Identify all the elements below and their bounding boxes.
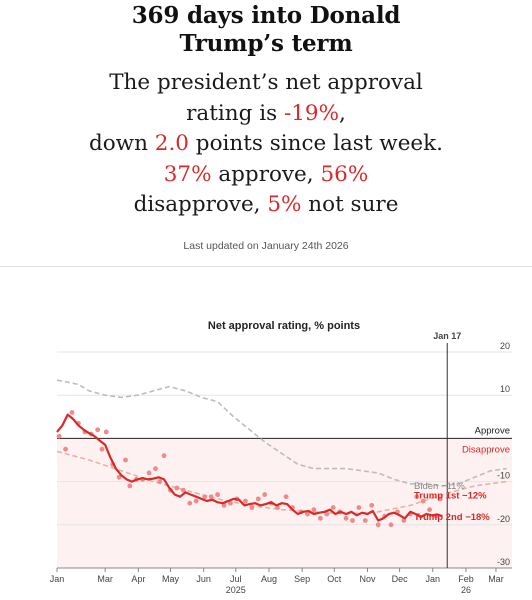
poll-point [161, 453, 167, 459]
x-tick-label: Jan [50, 574, 65, 584]
y-tick-label: 20 [500, 341, 510, 351]
summary-line-4: 37% approve, 56% [0, 160, 532, 191]
year-label: 26 [461, 585, 471, 595]
disapprove-value: 56% [320, 161, 369, 187]
poll-point [437, 496, 443, 502]
poll-point [153, 466, 158, 472]
approve-word: approve, [211, 161, 321, 187]
summary-line-3: down 2.0 points since last week. [0, 129, 532, 160]
summary-line-1: The president’s net approval [109, 70, 423, 95]
poll-point [157, 479, 163, 484]
poll-point [249, 505, 255, 510]
x-tick-label: Feb [458, 574, 474, 584]
poll-point [215, 492, 220, 497]
biden-series-line [56, 379, 507, 487]
poll-point [69, 410, 75, 415]
x-tick-label: Mar [488, 574, 504, 584]
poll-point [369, 502, 375, 508]
x-tick-label: Jun [196, 574, 211, 584]
summary-rating-text: rating is [186, 100, 284, 126]
x-tick-label: Jan [426, 574, 441, 584]
x-tick-label: Dec [392, 574, 409, 584]
poll-point [388, 522, 394, 528]
headline: 369 days into Donald Trump’s term [0, 0, 532, 58]
summary-line-2: rating is -19%, [0, 99, 532, 130]
poll-point [283, 494, 289, 500]
poll-point [362, 518, 368, 523]
poll-point [317, 515, 323, 521]
approve-value: 37% [163, 161, 212, 187]
poll-point [343, 515, 349, 521]
weekly-change-value: 2.0 [154, 131, 189, 156]
poll-point [262, 492, 268, 497]
poll-point [208, 494, 214, 500]
poll-point [414, 494, 420, 500]
summary-comma: , [339, 100, 346, 126]
poll-point [193, 498, 199, 504]
poll-point [174, 485, 180, 491]
summary-down-text: down [88, 131, 155, 156]
poll-point [180, 487, 186, 493]
poll-point [63, 446, 68, 452]
summary-since-text: points since last week. [188, 131, 444, 156]
x-tick-label: Apr [131, 574, 145, 584]
x-tick-label: Jul [230, 574, 242, 584]
poll-point [99, 446, 105, 452]
poll-point [311, 507, 317, 513]
poll-point [228, 500, 233, 506]
x-tick-label: May [162, 574, 180, 584]
net-approval-value: -19% [283, 100, 340, 126]
headline-line-2: Trump’s term [179, 30, 353, 57]
poll-point [305, 511, 310, 517]
x-tick-label: Mar [97, 574, 113, 584]
y-tick-label: -30 [497, 557, 510, 567]
poll-point [127, 483, 133, 489]
poll-point [356, 505, 362, 510]
not-sure-value: 5% [267, 192, 302, 217]
poll-point [330, 505, 336, 510]
poll-point [243, 498, 248, 504]
poll-point [420, 498, 426, 504]
x-tick-label: Sep [294, 574, 310, 584]
trump-first-series-label: Trump 1st −12% [414, 491, 487, 502]
x-tick-label: Oct [327, 574, 342, 584]
chart-title: Net approval rating, % points [208, 320, 360, 332]
poll-point [255, 496, 261, 502]
x-tick-label: Aug [261, 574, 277, 584]
approve-zone-label: Approve [475, 425, 510, 436]
last-updated: Last updated on January 24th 2026 [183, 240, 349, 252]
summary-line-5: disapprove, 5% not sure [0, 190, 532, 221]
poll-point [56, 433, 62, 439]
y-tick-label: 10 [500, 384, 510, 394]
poll-point [116, 474, 122, 480]
poll-point [123, 457, 128, 463]
x-tick-label: Nov [359, 574, 376, 584]
poll-point [187, 500, 193, 506]
poll-point [146, 470, 152, 476]
plot-area: 20 10 -10 -20 -30 Approve Disapprove Jan Mar Apr M… [50, 331, 512, 595]
y-tick-label: -10 [497, 471, 510, 481]
trump-second-series-label: Trump 2nd −18% [414, 512, 490, 523]
poll-point [350, 518, 355, 523]
poll-point [324, 511, 330, 517]
poll-point [375, 522, 381, 528]
disapprove-word: disapprove, [133, 192, 268, 217]
poll-point [202, 494, 208, 500]
approval-summary: The president’s net approval rating is -… [0, 68, 532, 221]
section-divider [0, 266, 532, 267]
poll-point [95, 427, 101, 433]
headline-line-1: 369 days into Donald [131, 2, 401, 29]
poll-point [427, 507, 432, 513]
trump-first-term-series-line [56, 450, 507, 515]
disapprove-zone-label: Disapprove [462, 444, 510, 455]
biden-series-label: Biden −11% [414, 481, 465, 492]
y-tick-label: -20 [497, 514, 510, 524]
not-sure-word: not sure [301, 192, 399, 217]
year-label: 2025 [226, 585, 246, 595]
current-date-label: Jan 17 [433, 331, 461, 341]
trump-second-term-series-line [56, 413, 443, 522]
poll-point [103, 429, 109, 435]
